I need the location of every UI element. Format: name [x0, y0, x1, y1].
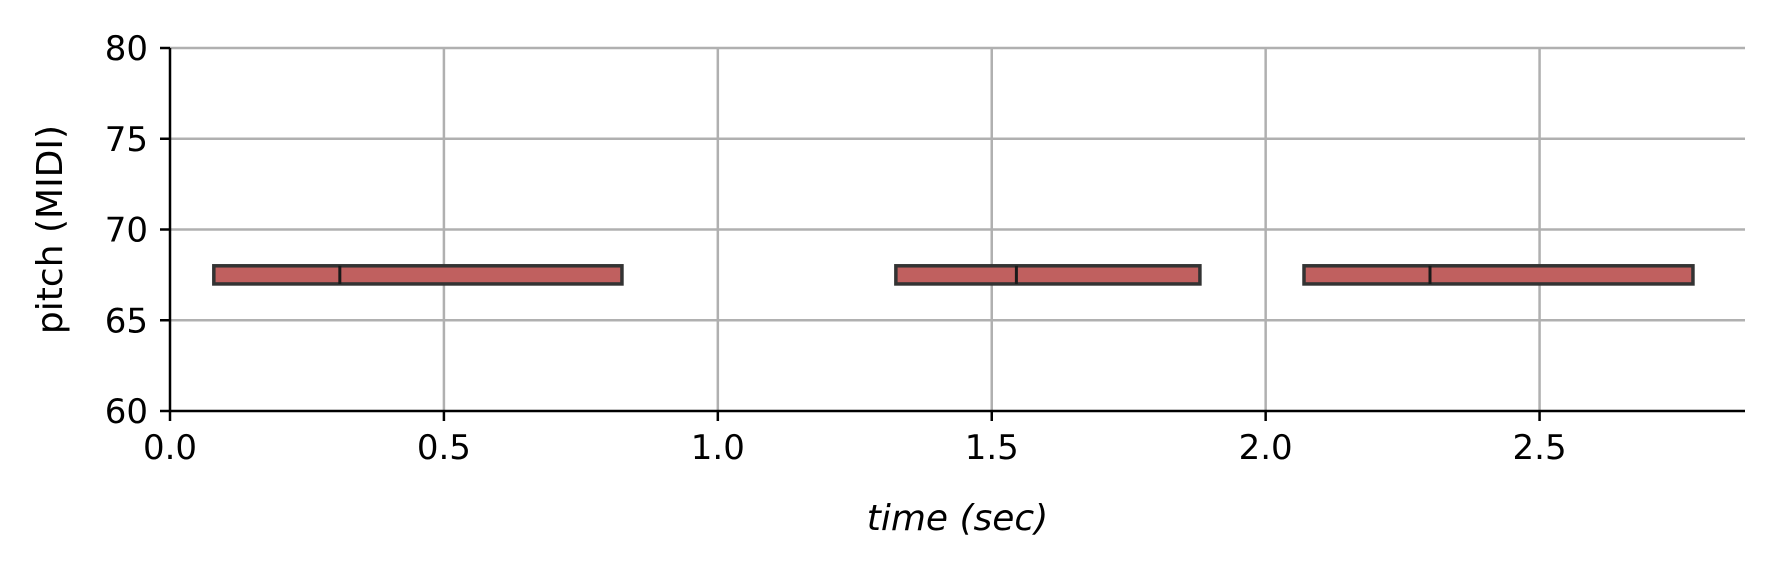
y-axis-label: pitch (MIDI): [30, 125, 71, 334]
x-tick-label: 0.5: [417, 428, 471, 468]
x-axis-label: time (sec): [867, 498, 1049, 539]
y-tick-label: 80: [105, 29, 148, 69]
note-bar: [212, 264, 624, 286]
y-tick-label: 70: [105, 211, 148, 251]
x-tick-label: 0.0: [143, 428, 197, 468]
y-tick-label: 75: [105, 120, 148, 160]
note-bar: [894, 264, 1202, 286]
notes: [212, 264, 1695, 286]
y-ticks: 60 65 70 75 80: [105, 29, 170, 432]
x-tick-label: 1.0: [691, 428, 745, 468]
x-ticks: 0.0 0.5 1.0 1.5 2.0 2.5: [143, 411, 1567, 468]
x-tick-label: 2.0: [1239, 428, 1293, 468]
x-tick-label: 2.5: [1513, 428, 1567, 468]
y-tick-label: 60: [105, 392, 148, 432]
x-tick-label: 1.5: [965, 428, 1019, 468]
grid: [170, 46, 1745, 411]
note-bar: [1302, 264, 1695, 286]
y-tick-label: 65: [105, 301, 148, 341]
